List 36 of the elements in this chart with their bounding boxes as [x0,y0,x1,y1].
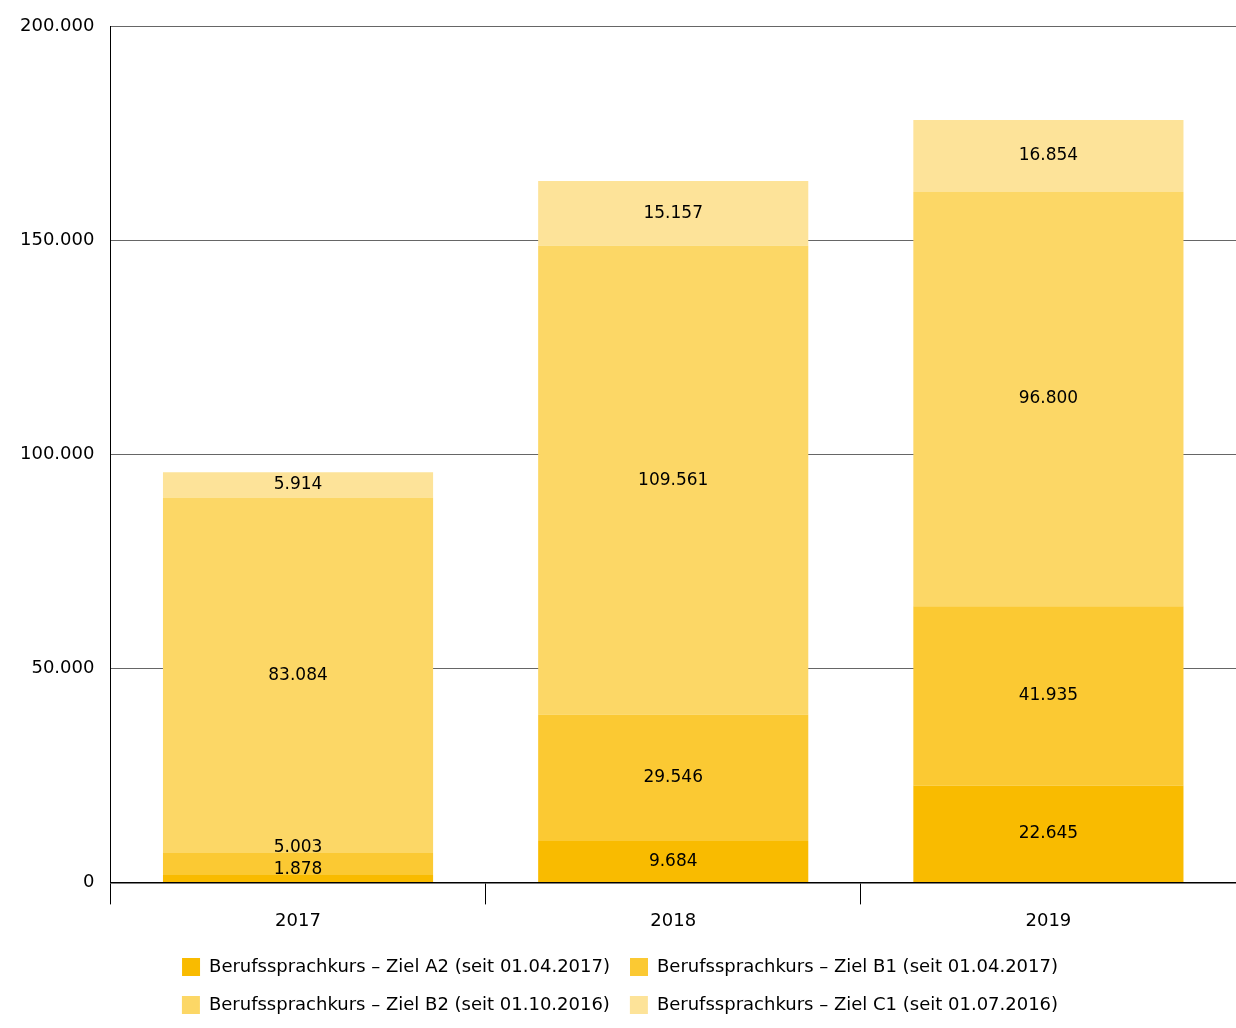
y-tick-label: 200.000 [20,14,95,36]
data-label: 41.935 [1018,684,1079,705]
y-tick-label: 0 [82,870,95,892]
legend-label: Berufssprachkurs – Ziel B1 (seit 01.04.2017) [656,954,1058,976]
bar [162,497,434,853]
bar [162,852,434,875]
data-label: 83.084 [268,663,328,684]
x-tick-label: 2018 [650,908,697,930]
bar [162,874,434,882]
data-label: 29.546 [643,766,703,787]
data-label: 9.684 [648,849,698,870]
data-label: 22.645 [1018,822,1079,843]
legend-label: Berufssprachkurs – Ziel C1 (seit 01.07.2016) [656,992,1059,1014]
bar [538,181,809,246]
legend-label: Berufssprachkurs – Ziel A2 (seit 01.04.2017) [209,954,610,976]
y-tick-label: 100.000 [20,442,95,464]
bar [538,245,809,715]
data-label: 1.878 [273,857,323,878]
bar [538,840,809,882]
legend-label: Berufssprachkurs – Ziel B2 (seit 01.10.2016) [208,992,610,1014]
data-label: 15.157 [643,201,703,222]
data-label: 96.800 [1018,387,1079,408]
bar [162,472,434,498]
bar [538,714,809,841]
x-tick-label: 2019 [1025,908,1072,930]
data-label: 16.854 [1018,144,1079,165]
y-tick-label: 150.000 [20,228,95,250]
data-label: 109.561 [638,468,709,489]
bar [913,192,1184,607]
y-tick-label: 50.000 [31,656,95,678]
bar [913,119,1184,193]
x-tick-label: 2017 [275,908,321,930]
data-label: 5.003 [273,835,323,856]
data-label: 5.914 [273,473,323,494]
bar [913,606,1184,786]
bar [913,785,1184,882]
